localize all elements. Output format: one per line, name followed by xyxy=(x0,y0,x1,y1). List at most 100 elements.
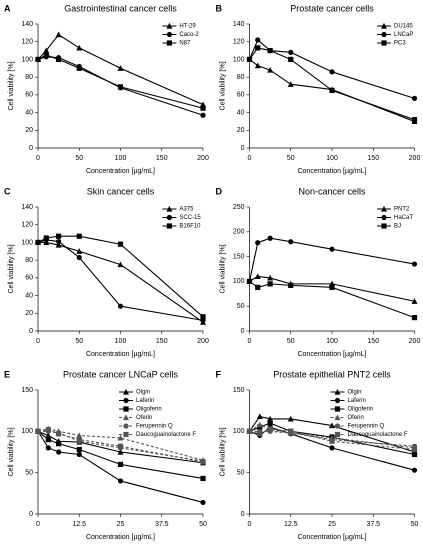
x-axis-label: Concentration [µg/mL] xyxy=(86,534,155,541)
panel-letter: D xyxy=(216,186,223,196)
legend-marker xyxy=(166,40,172,46)
marker xyxy=(200,499,206,506)
x-tick-label: 0 xyxy=(248,521,252,528)
series-line xyxy=(248,39,415,99)
marker xyxy=(35,428,41,434)
legend-label: N87 xyxy=(179,41,191,47)
marker xyxy=(117,478,124,484)
marker xyxy=(200,105,206,111)
marker xyxy=(246,56,253,63)
marker xyxy=(45,432,52,439)
y-tick-label: 120 xyxy=(233,39,245,46)
marker xyxy=(76,446,82,453)
legend-label: Daucoguainolactone F xyxy=(348,432,408,438)
legend-marker xyxy=(166,205,173,212)
x-tick-label: 0 xyxy=(248,155,252,162)
marker xyxy=(56,233,62,239)
marker xyxy=(254,273,261,280)
legend-marker xyxy=(166,214,172,221)
chart-title: Non-cancer cells xyxy=(298,186,366,196)
marker xyxy=(257,431,263,437)
legend-label: Oligoferin xyxy=(348,407,374,413)
marker xyxy=(35,239,41,246)
series-line xyxy=(249,47,415,121)
marker xyxy=(200,314,206,320)
y-tick-label: 100 xyxy=(233,56,245,63)
marker xyxy=(329,445,335,451)
y-tick-label: 80 xyxy=(25,257,33,264)
y-tick-label: 40 xyxy=(25,109,33,116)
x-tick-label: 200 xyxy=(409,338,421,345)
y-tick-label: 20 xyxy=(237,127,245,134)
x-tick-label: 150 xyxy=(367,155,379,162)
marker xyxy=(56,441,62,447)
legend-marker xyxy=(381,205,387,212)
legend-label: Olgin xyxy=(136,390,150,396)
legend-label: B16F10 xyxy=(179,224,201,230)
legend-label: Oferin xyxy=(136,415,152,421)
y-tick-label: 150 xyxy=(21,387,33,394)
y-tick-label: 100 xyxy=(233,278,245,285)
marker xyxy=(329,246,335,252)
legend-marker xyxy=(123,388,129,395)
legend-marker xyxy=(381,22,387,29)
series-line xyxy=(37,430,204,464)
marker xyxy=(35,56,41,63)
y-axis-label: Cell viability [%] xyxy=(8,61,15,110)
marker xyxy=(267,281,273,287)
legend-marker xyxy=(123,423,129,429)
x-axis-label: Concentration [µg/mL] xyxy=(297,534,366,541)
x-tick-label: 200 xyxy=(197,338,209,345)
legend-label: DU145 xyxy=(394,24,413,30)
y-axis-label: Cell viability [%] xyxy=(219,427,226,476)
x-tick-label: 37.5 xyxy=(155,521,169,528)
x-tick-label: 25 xyxy=(117,521,125,528)
marker xyxy=(411,261,418,267)
x-tick-label: 50 xyxy=(199,521,207,528)
y-tick-label: 40 xyxy=(237,109,245,116)
x-tick-label: 50 xyxy=(411,521,419,528)
x-tick-label: 150 xyxy=(367,338,379,345)
x-tick-label: 12.5 xyxy=(284,521,298,528)
marker xyxy=(411,467,418,473)
marker xyxy=(329,87,335,94)
marker xyxy=(267,274,274,281)
marker xyxy=(117,434,124,441)
marker xyxy=(117,65,124,71)
legend-label: LNCaP xyxy=(394,32,413,38)
y-axis-label: Cell viability [%] xyxy=(8,427,15,476)
marker xyxy=(76,437,82,443)
x-tick-label: 150 xyxy=(156,338,168,345)
marker xyxy=(200,112,206,118)
x-tick-label: 100 xyxy=(115,155,127,162)
marker xyxy=(329,438,335,444)
marker xyxy=(256,413,263,420)
marker xyxy=(287,415,294,422)
marker xyxy=(56,238,62,245)
chart-title: Prostate epithelial PNT2 cells xyxy=(273,369,391,379)
y-tick-label: 140 xyxy=(21,21,33,28)
series-line xyxy=(37,54,204,109)
panel-letter: A xyxy=(4,3,11,13)
marker xyxy=(200,459,206,465)
y-tick-label: 60 xyxy=(237,92,245,99)
marker xyxy=(76,254,82,261)
marker xyxy=(411,451,418,458)
y-tick-label: 100 xyxy=(233,428,245,435)
panel-letter: B xyxy=(216,3,223,13)
legend-marker xyxy=(123,406,129,412)
x-tick-label: 100 xyxy=(115,338,127,345)
marker xyxy=(288,49,294,55)
chart-title: Prostate cancer LNCaP cells xyxy=(63,369,178,379)
y-tick-label: 80 xyxy=(237,74,245,81)
marker xyxy=(255,45,261,51)
legend-marker xyxy=(334,414,341,421)
chart-title: Prostate cancer cells xyxy=(290,3,374,13)
x-tick-label: 200 xyxy=(197,155,209,162)
y-axis-label: Cell viability [%] xyxy=(219,244,226,293)
x-axis-label: Concentration [µg/mL] xyxy=(297,351,366,358)
x-tick-label: 100 xyxy=(326,338,338,345)
panel-letter: C xyxy=(4,186,11,196)
marker xyxy=(55,241,62,248)
